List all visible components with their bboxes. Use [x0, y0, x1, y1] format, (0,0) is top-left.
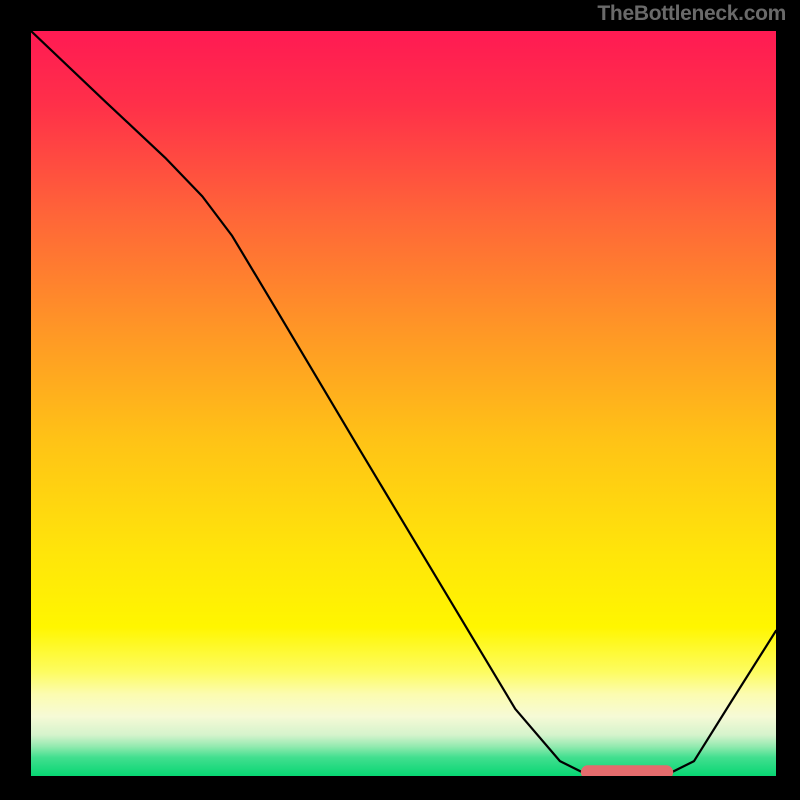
optimal-marker: [581, 765, 673, 776]
gradient-background: [31, 31, 776, 776]
chart-container: TheBottleneck.com: [0, 0, 800, 800]
plot-area: [31, 31, 776, 776]
watermark-text: TheBottleneck.com: [597, 2, 786, 26]
chart-svg: [31, 31, 776, 776]
